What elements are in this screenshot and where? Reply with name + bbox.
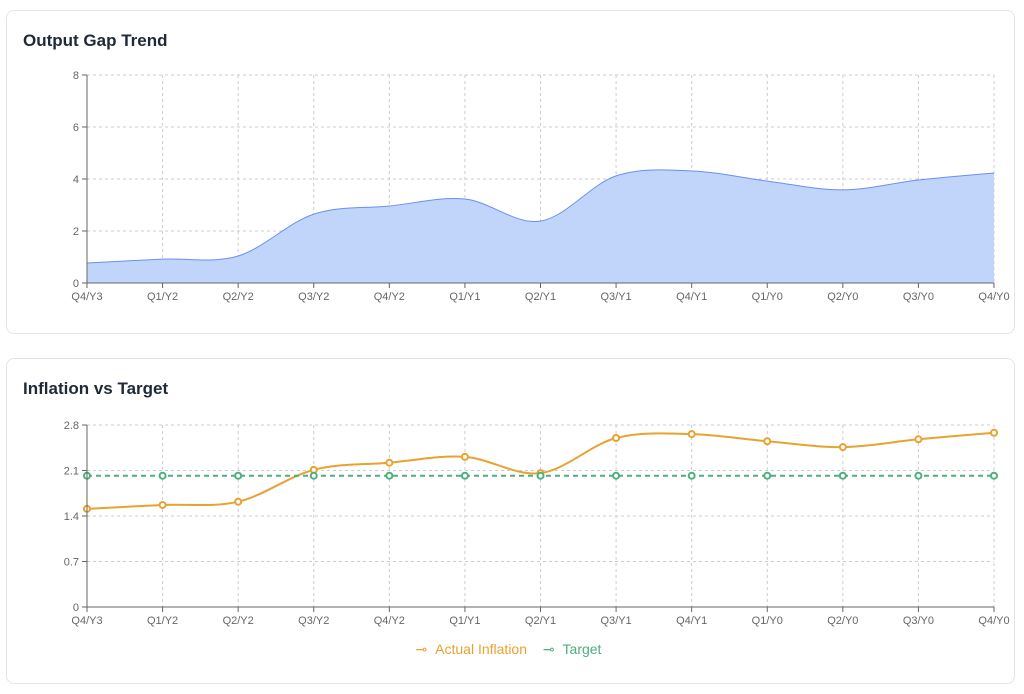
legend-label: Actual Inflation xyxy=(435,641,528,657)
y-tick-label: 8 xyxy=(73,70,79,82)
data-point xyxy=(385,471,394,480)
x-tick-label: Q4/Y0 xyxy=(978,615,1009,627)
legend-target[interactable]: ⊸ Target xyxy=(542,641,602,657)
output-gap-card: Output Gap Trend 0 2 4 6 8 Q4/Y3 Q1/Y2 Q2/Y2 Q3/… xyxy=(6,10,1015,334)
x-tick-label: Q4/Y3 xyxy=(71,615,102,627)
data-point xyxy=(460,471,469,480)
x-tick-label: Q4/Y3 xyxy=(71,291,102,303)
y-tick-label: 1.4 xyxy=(64,511,79,523)
y-tick-label: 0 xyxy=(73,278,79,290)
x-tick-label: Q4/Y0 xyxy=(978,291,1009,303)
x-tick-label: Q4/Y2 xyxy=(374,615,405,627)
data-point xyxy=(990,471,998,480)
x-tick-label: Q1/Y0 xyxy=(752,615,783,627)
y-tick-label: 0.7 xyxy=(64,557,79,569)
x-tick-label: Q2/Y1 xyxy=(525,615,556,627)
data-point xyxy=(612,471,621,480)
data-point xyxy=(309,471,318,480)
x-tick-label: Q3/Y1 xyxy=(600,615,631,627)
x-tick-label: Q2/Y0 xyxy=(827,615,858,627)
y-tick-label: 0 xyxy=(73,602,79,614)
y-tick-label: 2 xyxy=(73,226,79,238)
x-tick-label: Q2/Y1 xyxy=(525,291,556,303)
legend-label: Target xyxy=(562,641,602,657)
y-tick-label: 2.1 xyxy=(64,466,79,478)
y-tick-label: 4 xyxy=(73,174,79,186)
data-point xyxy=(838,443,847,452)
x-tick-label: Q4/Y2 xyxy=(374,291,405,303)
x-tick-label: Q4/Y1 xyxy=(676,615,707,627)
x-tick-label: Q1/Y1 xyxy=(449,615,480,627)
data-point xyxy=(990,428,998,437)
x-tick-label: Q1/Y1 xyxy=(449,291,480,303)
y-tick-label: 2.8 xyxy=(64,420,79,432)
x-tick-label: Q1/Y2 xyxy=(147,615,178,627)
inflation-chart: 0 0.7 1.4 2.1 2.8 Q4/Y3 Q1/Y2 Q2/Y2 Q3/Y2 Q4/Y2 Q1… xyxy=(64,420,1010,627)
x-tick-label: Q2/Y2 xyxy=(223,291,254,303)
data-point xyxy=(687,430,696,439)
x-tick-label: Q3/Y2 xyxy=(298,615,329,627)
data-point xyxy=(914,471,923,480)
x-tick-label: Q4/Y1 xyxy=(676,291,707,303)
data-point xyxy=(838,471,847,480)
x-tick-label: Q3/Y2 xyxy=(298,291,329,303)
x-tick-label: Q3/Y0 xyxy=(903,291,934,303)
data-point xyxy=(158,500,167,509)
x-tick-label: Q2/Y0 xyxy=(827,291,858,303)
y-tick-label: 6 xyxy=(73,122,79,134)
output-gap-chart: 0 2 4 6 8 Q4/Y3 Q1/Y2 Q2/Y2 Q3/Y2 Q4/Y2 Q1/Y1 Q2/Y1… xyxy=(71,70,1009,303)
data-point xyxy=(687,471,696,480)
data-point xyxy=(612,434,621,442)
data-point xyxy=(763,437,772,446)
legend: ⊸ Actual Inflation ⊸ Target xyxy=(7,641,1014,658)
data-point xyxy=(234,471,243,480)
area-fill xyxy=(87,169,994,283)
x-tick-label: Q1/Y2 xyxy=(147,291,178,303)
data-point xyxy=(763,471,772,480)
chart-title: Output Gap Trend xyxy=(23,31,168,50)
data-point xyxy=(460,452,469,461)
legend-actual-inflation[interactable]: ⊸ Actual Inflation xyxy=(415,641,528,657)
data-point xyxy=(914,435,923,444)
data-point xyxy=(234,497,243,506)
data-point xyxy=(385,458,394,467)
x-tick-label: Q3/Y1 xyxy=(600,291,631,303)
data-point xyxy=(536,471,545,480)
chart-title: Inflation vs Target xyxy=(23,379,169,398)
x-tick-label: Q2/Y2 xyxy=(223,615,254,627)
series-line-0 xyxy=(86,169,995,264)
x-tick-label: Q3/Y0 xyxy=(903,615,934,627)
data-point xyxy=(158,471,167,480)
x-tick-label: Q1/Y0 xyxy=(752,291,783,303)
inflation-card: Inflation vs Target 0 0.7 1.4 2.1 2.8 Q4/Y3 Q1… xyxy=(6,358,1015,684)
